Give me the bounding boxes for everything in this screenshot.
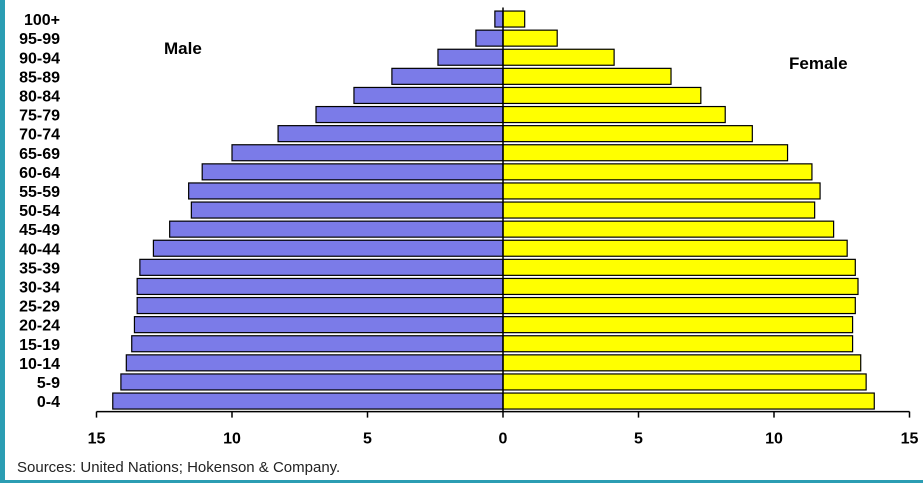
bar-female-35-39 xyxy=(502,258,856,276)
population-pyramid-chart: Male Female 0-4 5-9 10-14 15-19 20-24 25-29 30… xyxy=(19,7,919,448)
y-tick-label: 45-49 xyxy=(19,222,60,239)
y-tick-label: 55-59 xyxy=(19,184,60,201)
bar-male-25-29 xyxy=(136,296,504,315)
bar-female-80-84 xyxy=(502,86,702,105)
bar-female-10-14 xyxy=(502,354,862,372)
y-tick-label: 100+ xyxy=(24,12,60,29)
bar-male-90-94 xyxy=(437,48,504,66)
y-tick-label: 70-74 xyxy=(19,127,60,144)
y-tick-label: 65-69 xyxy=(19,146,60,163)
bar-female-40-44 xyxy=(502,239,848,257)
bar-male-95-99 xyxy=(475,29,504,47)
x-tick-label: 10 xyxy=(765,431,783,448)
y-tick-label: 50-54 xyxy=(19,203,60,220)
bar-male-85-89 xyxy=(391,67,504,85)
x-tick-label: 5 xyxy=(634,431,643,448)
y-tick-label: 15-19 xyxy=(19,337,60,354)
bar-male-60-64 xyxy=(201,163,504,181)
bar-female-70-74 xyxy=(502,125,753,143)
y-tick-label: 80-84 xyxy=(19,88,60,105)
male-series-label: Male xyxy=(164,39,202,58)
y-tick-label: 10-14 xyxy=(19,356,60,373)
bar-female-20-24 xyxy=(502,316,854,334)
bar-male-70-74 xyxy=(277,125,504,143)
female-series-label: Female xyxy=(789,54,848,73)
bar-male-5-9 xyxy=(120,373,504,391)
y-tick-label: 35-39 xyxy=(19,260,60,277)
bar-female-55-59 xyxy=(502,182,821,200)
x-tick-label: 5 xyxy=(363,431,372,448)
bar-female-95-99 xyxy=(502,29,558,47)
bar-male-40-44 xyxy=(152,239,504,257)
frame-left-border xyxy=(0,0,5,483)
bar-male-75-79 xyxy=(315,105,504,124)
bar-male-65-69 xyxy=(231,144,504,162)
bar-female-0-4 xyxy=(502,392,875,410)
source-note: Sources: United Nations; Hokenson & Comp… xyxy=(17,459,341,476)
bar-male-20-24 xyxy=(133,316,504,334)
bar-male-80-84 xyxy=(353,86,504,105)
bar-male-15-19 xyxy=(131,335,504,353)
bar-male-45-49 xyxy=(169,220,504,238)
y-tick-label: 40-44 xyxy=(19,241,60,258)
x-tick-label: 10 xyxy=(223,431,241,448)
bar-female-75-79 xyxy=(502,105,726,124)
frame-bottom-border xyxy=(0,480,923,483)
bar-male-50-54 xyxy=(190,201,504,219)
bar-male-30-34 xyxy=(136,277,504,296)
x-tick-label: 0 xyxy=(499,431,508,448)
bar-male-0-4 xyxy=(112,392,504,410)
y-tick-label: 95-99 xyxy=(19,31,60,48)
y-tick-label: 30-34 xyxy=(19,279,60,296)
y-tick-label: 0-4 xyxy=(37,394,60,411)
bar-female-15-19 xyxy=(502,335,854,353)
bar-female-85-89 xyxy=(502,67,672,85)
y-tick-label: 85-89 xyxy=(19,69,60,86)
bar-male-35-39 xyxy=(139,258,504,276)
bar-female-5-9 xyxy=(502,373,867,391)
bar-female-90-94 xyxy=(502,48,615,66)
y-tick-label: 90-94 xyxy=(19,50,60,67)
y-tick-label: 5-9 xyxy=(37,375,60,392)
x-tick-label: 15 xyxy=(901,431,919,448)
bar-male-100+ xyxy=(494,10,504,28)
bar-female-65-69 xyxy=(502,144,789,162)
y-tick-label: 25-29 xyxy=(19,299,60,316)
x-tick-label: 15 xyxy=(88,431,106,448)
bar-female-50-54 xyxy=(502,201,816,219)
bar-female-60-64 xyxy=(502,163,813,181)
y-tick-label: 75-79 xyxy=(19,108,60,125)
y-tick-label: 60-64 xyxy=(19,165,60,182)
bar-female-30-34 xyxy=(502,277,859,296)
bar-female-45-49 xyxy=(502,220,835,238)
bar-female-25-29 xyxy=(502,296,856,315)
y-tick-label: 20-24 xyxy=(19,318,60,335)
bar-male-55-59 xyxy=(188,182,504,200)
bar-female-100+ xyxy=(502,10,526,28)
bar-male-10-14 xyxy=(125,354,504,372)
